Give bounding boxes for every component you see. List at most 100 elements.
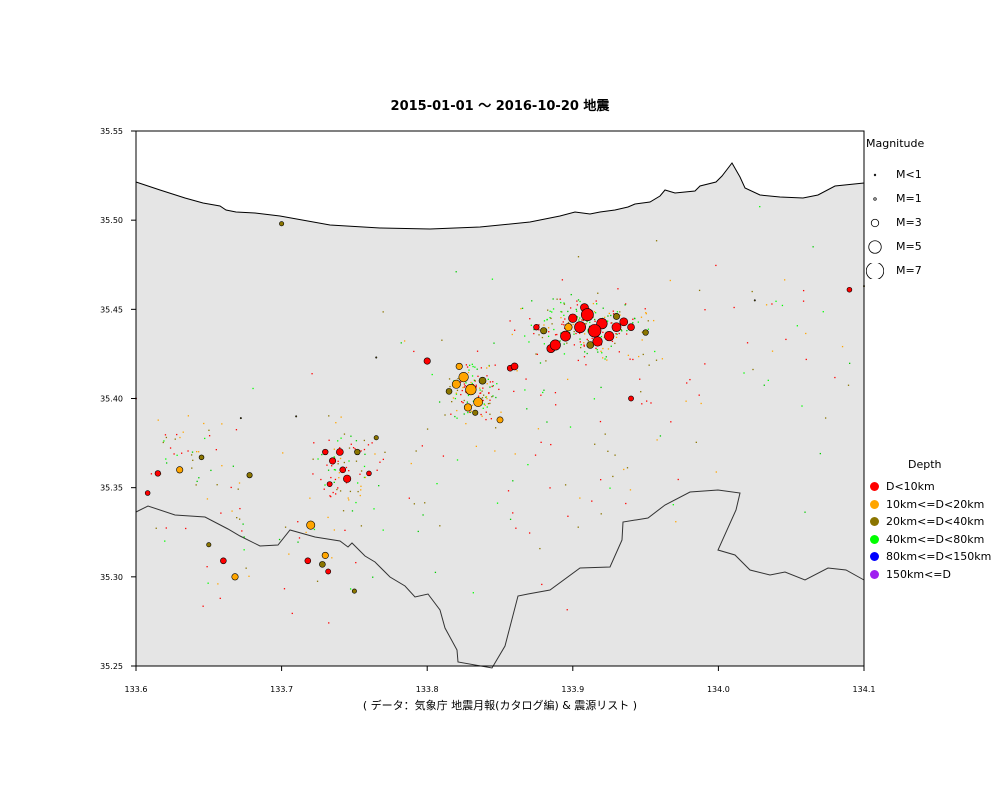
micro-event-dot <box>327 516 329 519</box>
micro-event-dot <box>336 488 338 491</box>
micro-event-dot <box>337 463 339 465</box>
micro-event-dot <box>516 370 518 372</box>
micro-event-dot <box>656 439 658 441</box>
micro-event-dot <box>470 381 472 384</box>
micro-event-dot <box>528 532 531 534</box>
micro-event-dot <box>580 346 582 349</box>
micro-event-dot <box>805 358 807 361</box>
earthquake-event <box>496 416 504 424</box>
micro-event-dot <box>339 490 342 492</box>
micro-event-dot <box>413 503 416 505</box>
micro-event-dot <box>198 477 200 479</box>
micro-event-dot <box>472 592 474 594</box>
micro-event-dot <box>343 433 346 435</box>
y-tick-label: 35.30 <box>100 573 123 582</box>
magnitude-symbol <box>873 173 877 177</box>
micro-event-dot <box>311 373 313 375</box>
micro-event-dot <box>487 402 490 405</box>
micro-event-dot <box>400 342 402 344</box>
earthquake-event <box>592 336 603 347</box>
micro-event-dot <box>812 246 814 248</box>
micro-event-dot <box>645 311 647 314</box>
micro-event-dot <box>542 391 544 394</box>
micro-event-dot <box>465 422 467 425</box>
micro-event-dot <box>644 308 646 310</box>
micro-event-dot <box>243 549 245 551</box>
micro-event-dot <box>567 321 570 324</box>
micro-event-dot <box>614 342 616 345</box>
micro-event-dot <box>335 493 337 495</box>
micro-event-dot <box>771 303 773 305</box>
micro-event-dot <box>609 487 611 489</box>
micro-event-dot <box>176 454 178 456</box>
micro-event-dot <box>456 459 459 461</box>
micro-event-dot <box>339 457 342 460</box>
micro-event-dot <box>482 407 484 409</box>
earthquake-event <box>586 341 595 349</box>
micro-event-dot <box>455 271 457 273</box>
micro-event-dot <box>596 349 598 351</box>
micro-event-dot <box>309 497 311 499</box>
micro-event-dot <box>339 447 341 449</box>
micro-event-dot <box>582 319 585 322</box>
micro-event-dot <box>359 494 361 497</box>
micro-event-dot <box>468 364 471 367</box>
micro-event-dot <box>763 384 765 386</box>
micro-event-dot <box>564 484 567 486</box>
micro-event-dot <box>174 438 176 440</box>
micro-event-dot <box>586 338 588 341</box>
micro-event-dot <box>164 540 166 542</box>
micro-event-dot <box>241 530 243 532</box>
micro-event-dot <box>337 487 339 489</box>
micro-event-dot <box>595 347 597 350</box>
micro-event-dot <box>238 518 241 520</box>
micro-event-dot <box>331 465 333 467</box>
micro-event-dot <box>482 387 484 389</box>
micro-event-dot <box>632 322 634 324</box>
micro-event-dot <box>515 527 517 529</box>
micro-event-dot <box>486 406 488 408</box>
micro-event-dot <box>559 298 561 300</box>
micro-event-dot <box>629 489 632 491</box>
micro-event-dot <box>537 428 540 430</box>
micro-event-dot <box>424 502 426 504</box>
micro-event-dot <box>487 378 489 380</box>
micro-event-dot <box>529 318 531 320</box>
micro-event-dot <box>632 358 634 361</box>
micro-event-dot <box>245 567 247 569</box>
micro-event-dot <box>512 512 514 514</box>
micro-event-dot <box>477 395 480 397</box>
depth-legend-label: 40km<=D<80km <box>886 532 985 546</box>
micro-event-dot <box>531 300 533 302</box>
micro-event-dot <box>479 392 481 394</box>
micro-event-dot <box>551 311 553 313</box>
micro-event-dot <box>431 373 433 376</box>
earthquake-event <box>154 470 161 477</box>
micro-event-dot <box>624 304 626 306</box>
earthquake-event <box>322 448 329 456</box>
micro-event-dot <box>573 344 576 346</box>
micro-event-dot <box>494 450 496 452</box>
depth-legend-item: 40km<=D<80km <box>870 533 1000 547</box>
micro-event-dot <box>248 575 250 577</box>
earthquake-event <box>339 466 347 474</box>
micro-event-dot <box>348 460 350 462</box>
micro-event-dot <box>530 324 533 326</box>
earthquake-event <box>326 481 333 487</box>
micro-event-dot <box>238 482 241 484</box>
micro-event-dot <box>196 480 198 483</box>
micro-event-dot <box>670 421 672 423</box>
micro-event-dot <box>422 514 424 516</box>
micro-event-dot <box>471 375 474 377</box>
micro-event-dot <box>461 389 463 392</box>
micro-event-dot <box>546 319 548 321</box>
micro-event-dot <box>471 382 473 385</box>
micro-event-dot <box>824 417 827 419</box>
earthquake-event <box>239 417 242 420</box>
micro-event-dot <box>330 476 332 479</box>
micro-event-dot <box>163 440 165 442</box>
earthquake-event <box>628 395 634 402</box>
earthquake-event <box>862 285 865 288</box>
micro-event-dot <box>801 405 803 407</box>
micro-event-dot <box>338 472 341 474</box>
